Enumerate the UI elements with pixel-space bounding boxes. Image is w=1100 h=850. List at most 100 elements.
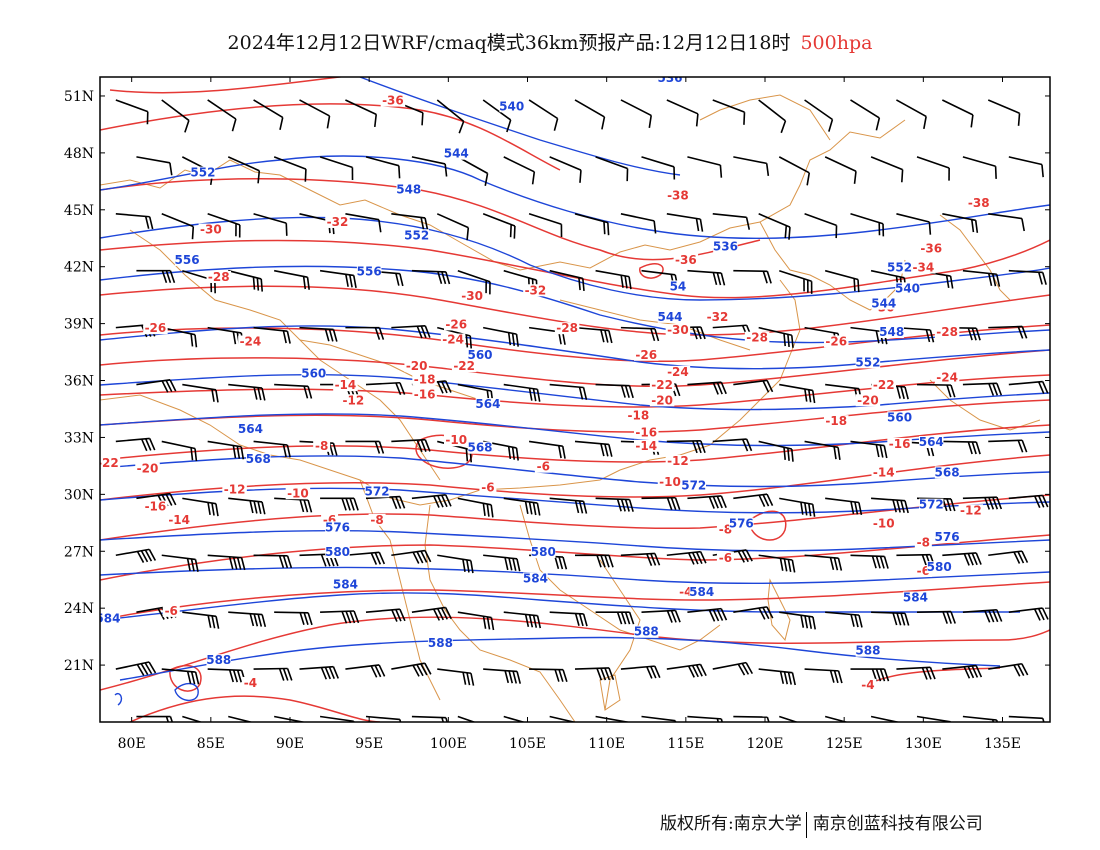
wind-barb — [503, 497, 541, 516]
wind-barb — [207, 213, 241, 238]
wind-barb — [483, 554, 521, 572]
temperature-labels: -36-38-38-36-30-32-28-30 -32-36-34-26-24-… — [97, 94, 991, 692]
wind-barb — [962, 269, 1001, 287]
wind-barb — [411, 494, 452, 508]
temperature-label: -26 — [825, 334, 847, 348]
wind-barb — [574, 99, 606, 130]
temperature-label: -26 — [145, 321, 167, 335]
wind-barb — [437, 554, 474, 574]
wind-barb — [411, 269, 451, 285]
wind-barb — [641, 496, 681, 511]
wind-barb — [850, 99, 881, 131]
wind-barb — [411, 606, 452, 621]
temperature-label: -6 — [719, 551, 732, 565]
wind-barb — [437, 668, 475, 686]
lat-tick-label: 48N — [64, 146, 94, 162]
pressure-level-label: 500hpa — [800, 32, 873, 54]
wind-barb — [574, 326, 613, 344]
height-label: 54 — [670, 279, 687, 293]
wind-barb — [1008, 269, 1047, 285]
temperature-label: -6 — [537, 460, 550, 474]
wind-barb — [896, 213, 932, 235]
wind-barb — [253, 326, 291, 344]
temperature-label: -34 — [912, 261, 934, 275]
wind-barb — [253, 667, 293, 681]
temperature-label: -16 — [889, 437, 911, 451]
wind-barb — [758, 213, 791, 240]
temp-label-bg — [626, 409, 651, 422]
wind-barb — [436, 99, 465, 134]
temp-label-bg — [404, 360, 429, 373]
height-label-bg — [206, 654, 231, 667]
wind-barb — [391, 213, 429, 231]
height-label: 564 — [475, 397, 500, 411]
height-label-bg — [887, 411, 912, 424]
wind-barb — [758, 440, 794, 462]
temperature-label: -22 — [97, 456, 119, 470]
height-label-bg — [634, 625, 659, 638]
height-label-bg — [325, 546, 350, 559]
temp-label-bg — [716, 551, 734, 564]
temperature-label: -26 — [635, 348, 657, 362]
temp-label-bg — [649, 394, 675, 407]
wind-barb — [136, 156, 173, 176]
wind-barb — [687, 495, 727, 509]
height-label: 576 — [325, 520, 350, 534]
temperature-label: -16 — [414, 388, 436, 402]
height-label-bg — [919, 436, 944, 449]
height-label-bg — [356, 265, 382, 278]
temperature-label: -16 — [635, 426, 657, 440]
lat-tick-label: 33N — [64, 430, 94, 446]
wind-barb — [942, 552, 982, 566]
wind-barb — [320, 610, 360, 624]
wind-barb — [641, 715, 677, 722]
temperature-label: -18 — [627, 408, 649, 422]
lon-tick-label: 130E — [905, 736, 942, 752]
temperature-label: -24 — [442, 333, 464, 347]
wind-barb — [457, 497, 494, 518]
height-label-bg — [919, 498, 944, 511]
temp-label-bg — [657, 475, 683, 488]
temp-label-bg — [934, 371, 960, 384]
height-label-bg — [669, 280, 687, 293]
wind-barb — [620, 213, 657, 234]
wind-barb — [595, 156, 629, 182]
wind-barb — [161, 440, 198, 462]
temp-label-bg — [285, 487, 311, 500]
temperature-label: -4 — [861, 678, 874, 692]
height-label-bg — [689, 585, 714, 598]
wind-barb — [207, 554, 246, 571]
temp-label-bg — [238, 335, 263, 348]
temp-label-bg — [459, 289, 485, 302]
wind-barb — [161, 99, 190, 133]
temp-label-bg — [934, 326, 960, 338]
height-label-bg — [467, 441, 493, 454]
wind-barb — [1008, 380, 1049, 394]
axis-ticks — [100, 77, 1050, 722]
temp-label-bg — [665, 455, 691, 467]
wind-barb — [988, 325, 1028, 339]
lon-tick-label: 115E — [667, 736, 704, 752]
temp-label-bg — [554, 322, 580, 335]
height-label-bg — [396, 183, 421, 196]
temp-label-bg — [824, 335, 849, 348]
temperature-label: -12 — [667, 454, 689, 468]
height-label-bg — [428, 637, 453, 650]
temp-label-bg — [444, 318, 469, 331]
height-label: 560 — [887, 410, 912, 424]
temperature-label: -22 — [453, 359, 475, 373]
lat-tick-label: 21N — [64, 658, 94, 674]
height-label: 580 — [927, 560, 952, 574]
wind-barb — [574, 667, 615, 681]
temperature-label: -26 — [445, 317, 467, 331]
longitude-axis: 80E 85E 90E 95E 100E 105E 110E 115E 120E 125E 130E… — [118, 736, 1021, 752]
temp-label-bg — [143, 322, 168, 335]
height-label-bg — [855, 644, 881, 657]
wind-barb — [549, 715, 577, 722]
temperature-label: -24 — [936, 371, 958, 385]
wind-barb — [253, 440, 291, 458]
height-label-bg — [871, 297, 896, 310]
lon-tick-label: 135E — [984, 736, 1021, 752]
wind-barb — [391, 325, 431, 339]
